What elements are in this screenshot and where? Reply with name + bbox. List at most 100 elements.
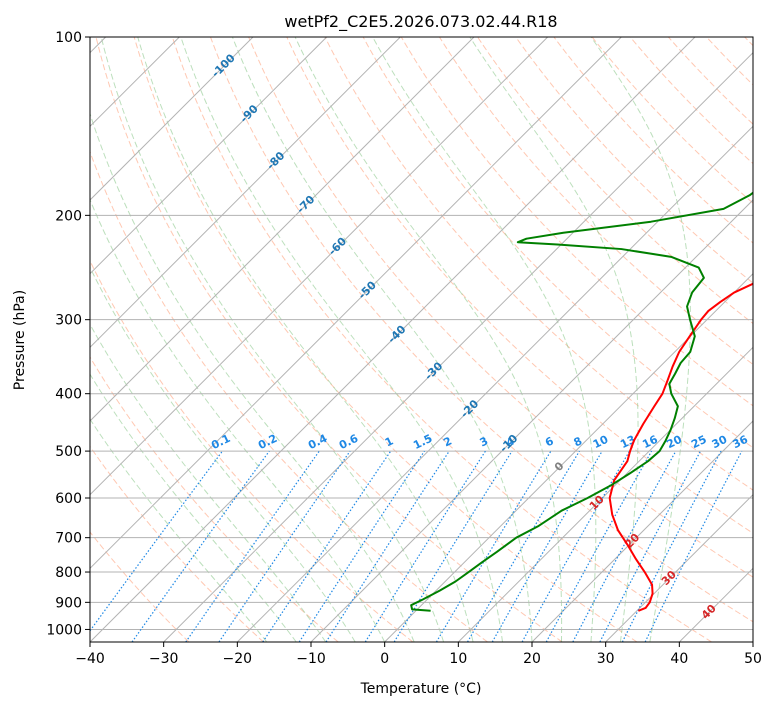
- y-tick-label: 600: [55, 491, 82, 507]
- x-tick-label: 10: [449, 651, 467, 667]
- dry-adiabat: [90, 150, 488, 642]
- x-tick-label: 50: [744, 651, 762, 667]
- moist-adiabat: [372, 37, 597, 642]
- isotherm-line: [310, 199, 753, 642]
- mixing-ratio-line: [218, 450, 351, 642]
- x-tick-label: 0: [380, 651, 389, 667]
- x-tick-label: 40: [670, 651, 688, 667]
- isotherm-label: -80: [264, 149, 287, 172]
- moist-adiabat: [100, 37, 445, 642]
- mixing-ratio-line: [131, 450, 270, 642]
- mixing-ratio-lines: 0.1 0.2 0.4 0.6 1 1.5 2 3 4 6 8 10 13 16 20 25 30 36: [90, 432, 751, 642]
- mixing-ratio-label: 36: [731, 433, 751, 452]
- isotherm-line: [605, 493, 753, 642]
- mixing-ratio-label: 6: [543, 434, 556, 449]
- plot-frame: [89, 36, 754, 643]
- dry-adiabat: [133, 37, 638, 642]
- dry-adiabat: [439, 37, 753, 366]
- mixing-ratio-line: [90, 450, 223, 632]
- mixing-ratio-label: 20: [665, 433, 685, 452]
- y-tick-label: 400: [55, 387, 82, 403]
- mixing-ratio-label: 25: [689, 433, 708, 451]
- dry-adiabat: [324, 37, 753, 491]
- y-axis-label: Pressure (hPa): [12, 290, 28, 390]
- isotherm-line: [752, 641, 753, 642]
- moist-adiabat: [137, 37, 474, 642]
- isotherm-line: [90, 37, 696, 642]
- isotherm-line: [236, 125, 753, 642]
- y-tick-label: 700: [55, 531, 82, 547]
- isotherm-line: [90, 37, 475, 422]
- x-tick-label: −10: [296, 651, 326, 667]
- mixing-ratio-line: [572, 450, 677, 642]
- isotherm-line: [90, 37, 328, 275]
- dry-adiabat: [248, 37, 753, 578]
- x-tick-label: −20: [223, 651, 253, 667]
- y-tick-label: 800: [55, 565, 82, 581]
- plot-area: 0.1 0.2 0.4 0.6 1 1.5 2 3 4 6 8 10 13 16 20 25 30 36-100-…: [90, 37, 753, 642]
- isotherm-label: -30: [422, 359, 445, 382]
- y-tick-label: 200: [55, 208, 82, 224]
- mixing-ratio-line: [262, 450, 392, 642]
- y-tick-label: 500: [55, 444, 82, 460]
- dry-adiabat: [90, 356, 339, 642]
- mixing-ratio-line: [185, 450, 320, 642]
- moist-adiabat: [90, 373, 297, 642]
- y-tick-label: 900: [55, 595, 82, 611]
- moist-adiabat: [90, 198, 386, 642]
- moist-adiabat: [231, 37, 533, 642]
- dry-adiabat: [744, 37, 753, 47]
- temperature-profile: [608, 282, 753, 612]
- dewpoint-profile: [410, 191, 753, 612]
- dry-adiabat: [95, 37, 563, 642]
- x-tick-label: 30: [597, 651, 615, 667]
- mixing-ratio-label: 0.4: [306, 432, 330, 452]
- x-tick-label: −30: [149, 651, 179, 667]
- moist-adiabat: [90, 418, 268, 642]
- dry-adiabat: [515, 37, 753, 284]
- dry-adiabat: [90, 445, 264, 642]
- isotherm-line: [457, 346, 753, 642]
- dry-adiabat: [90, 259, 414, 642]
- x-axis-label: Temperature (°C): [360, 681, 482, 697]
- isotherm-line: [90, 37, 254, 201]
- dry-adiabat: [400, 37, 753, 407]
- y-tick-label: 100: [55, 30, 82, 46]
- dry-adiabat: [553, 37, 753, 244]
- mixing-ratio-label: 1: [383, 434, 396, 449]
- moist-adiabat: [90, 112, 415, 642]
- y-tick-label: 300: [55, 313, 82, 329]
- dry-adiabat: [629, 37, 753, 165]
- moist-adiabat: [590, 37, 691, 642]
- chart-title: wetPf2_C2E5.2026.073.02.44.R18: [284, 12, 557, 32]
- x-tick-label: 20: [523, 651, 541, 667]
- mixing-ratio-label: 10: [591, 433, 611, 452]
- dry-adiabat: [286, 37, 753, 534]
- x-tick-label: −40: [75, 651, 105, 667]
- mixing-ratio-line: [435, 450, 552, 642]
- mixing-ratio-label: 30: [710, 433, 730, 452]
- y-tick-label: 1000: [46, 622, 82, 638]
- isotherm-line: [531, 420, 753, 642]
- mixing-ratio-line: [364, 450, 486, 642]
- dry-adiabat: [668, 37, 753, 125]
- isotherm-label: 10: [587, 492, 607, 512]
- isotherm-line: [163, 51, 753, 642]
- mixing-ratio-line: [521, 450, 631, 642]
- mixing-ratio-line: [621, 450, 722, 642]
- isotherm-label: -50: [356, 278, 379, 301]
- mixing-ratio-label: 16: [640, 433, 660, 452]
- mixing-ratio-label: 8: [572, 434, 585, 449]
- isotherm-line: [90, 37, 401, 349]
- axis-ticks: −40 −30 −20 −10 0 10 20 30 40 5010020030040050060…: [46, 30, 762, 667]
- mixing-ratio-label: 0.1: [209, 432, 232, 452]
- mixing-ratio-line: [298, 450, 425, 642]
- dry-adiabat: [477, 37, 753, 325]
- moist-adiabat: [294, 37, 563, 642]
- mixing-ratio-line: [325, 450, 450, 642]
- mixing-ratio-line: [545, 450, 653, 642]
- mixing-ratio-line: [644, 450, 743, 642]
